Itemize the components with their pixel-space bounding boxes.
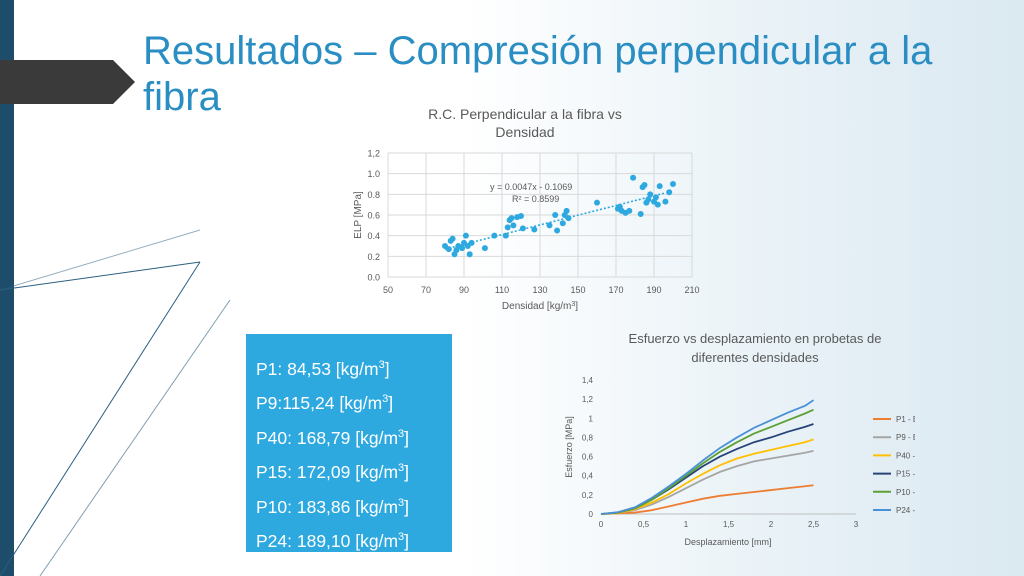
data-point [518, 213, 524, 220]
y-tick-label: 0.8 [367, 190, 380, 200]
data-point [641, 182, 648, 189]
x-tick-label: 110 [495, 285, 509, 295]
x-tick-label: 170 [608, 285, 623, 295]
data-point [563, 207, 570, 214]
legend-label: P40 - MEDIA [896, 451, 915, 460]
line-chart: Esfuerzo vs desplazamiento en probetas d… [564, 331, 915, 547]
density-item: P9:115,24 [kg/m3] [256, 393, 394, 414]
data-point [504, 224, 511, 231]
data-point [491, 232, 498, 239]
data-point [462, 232, 469, 239]
data-point [630, 174, 637, 181]
x-tick-label: 210 [684, 285, 699, 295]
density-item: P10: 183,86 [kg/m3] [256, 496, 410, 517]
series-line [600, 438, 814, 515]
x-tick-label: 2 [769, 520, 774, 529]
data-point [546, 222, 553, 229]
y-tick-label: 0 [589, 510, 594, 519]
chart-title: Densidad [495, 124, 554, 140]
data-point [468, 239, 475, 246]
y-tick-label: 1 [589, 414, 594, 423]
x-tick-label: 2,5 [808, 520, 820, 529]
x-tick-label: 50 [383, 285, 393, 295]
y-tick-label: 1,4 [582, 376, 594, 385]
x-tick-label: 0,5 [638, 520, 650, 529]
data-point [670, 181, 676, 187]
trendline [444, 192, 666, 250]
trend-equation: y = 0.0047x - 0.1069 [490, 182, 572, 192]
data-point [508, 215, 515, 222]
density-list-box: P1: 84,53 [kg/m3] P9:115,24 [kg/m3] P40: 1… [246, 334, 452, 552]
y-axis-label: Esfuerzo [MPa] [564, 416, 574, 478]
data-point [654, 201, 661, 208]
chart-title: diferentes densidades [691, 350, 819, 365]
data-point [531, 226, 538, 233]
y-axis-label: ELP [MPa] [353, 191, 364, 239]
y-tick-label: 0.2 [367, 252, 380, 262]
x-tick-label: 130 [532, 285, 547, 295]
data-point [459, 245, 466, 252]
data-point [656, 183, 663, 190]
trend-r2: R² = 0.8599 [512, 194, 559, 204]
chart-title: R.C. Perpendicular a la fibra vs [428, 106, 622, 122]
left-accent-bar [0, 0, 14, 576]
y-tick-label: 0.4 [367, 231, 380, 241]
data-point [449, 235, 456, 242]
x-tick-label: 150 [570, 285, 585, 295]
data-point [554, 227, 561, 234]
legend-label: P1 - BAJA [896, 415, 915, 424]
data-point [647, 191, 654, 198]
legend-label: P10 - ALTA [896, 488, 915, 497]
x-tick-label: 0 [599, 520, 604, 529]
data-point [445, 246, 452, 253]
x-tick-label: 90 [459, 285, 469, 295]
data-point [652, 194, 659, 201]
data-point [552, 212, 559, 218]
data-point [466, 251, 473, 258]
data-point [637, 210, 644, 217]
chart-title: Esfuerzo vs desplazamiento en probetas d… [629, 331, 882, 346]
y-tick-label: 0,2 [582, 491, 594, 500]
series-line [600, 399, 815, 515]
density-item: P1: 84,53 [kg/m3] [256, 358, 390, 379]
data-point [645, 196, 652, 203]
series-line [600, 449, 814, 515]
x-tick-label: 70 [421, 285, 431, 295]
y-tick-label: 0,8 [582, 433, 594, 442]
series-line [600, 423, 814, 515]
data-point [502, 232, 509, 239]
density-item: P40: 168,79 [kg/m3] [256, 427, 410, 448]
y-tick-label: 0.6 [367, 211, 380, 221]
x-axis-label: Desplazamiento [mm] [684, 537, 771, 547]
y-tick-label: 1,2 [582, 395, 594, 404]
y-tick-label: 0.0 [367, 273, 380, 283]
legend-label: P15 - MEDIA [896, 470, 915, 479]
y-tick-label: 1.0 [367, 169, 380, 179]
y-tick-label: 1,2 [367, 149, 380, 159]
x-tick-label: 3 [854, 520, 859, 529]
x-tick-label: 1,5 [723, 520, 735, 529]
data-point [559, 220, 566, 227]
legend-label: P24 - ALTA [896, 506, 915, 515]
y-tick-label: 0,6 [582, 453, 594, 462]
x-tick-label: 190 [646, 285, 661, 295]
data-point [666, 189, 673, 196]
density-item: P24: 189,10 [kg/m3] [256, 530, 410, 551]
density-item: P15: 172,09 [kg/m3] [256, 462, 410, 482]
scatter-chart: R.C. Perpendicular a la fibra vs Densidad… [353, 106, 700, 312]
slide-title: Resultados – Compresión perpendicular a … [143, 29, 933, 119]
series-line [600, 484, 814, 515]
x-axis-label: Densidad [kg/m3] [502, 301, 578, 312]
data-point [626, 207, 633, 214]
y-tick-label: 0,4 [582, 472, 594, 481]
data-point [565, 215, 572, 222]
x-tick-label: 1 [684, 520, 689, 529]
data-point [481, 245, 488, 252]
series-line [600, 408, 814, 515]
data-point [662, 198, 669, 205]
data-point [594, 199, 600, 206]
data-point [519, 225, 526, 232]
legend-label: P9 - BAJA [896, 433, 915, 442]
data-point [510, 222, 517, 229]
